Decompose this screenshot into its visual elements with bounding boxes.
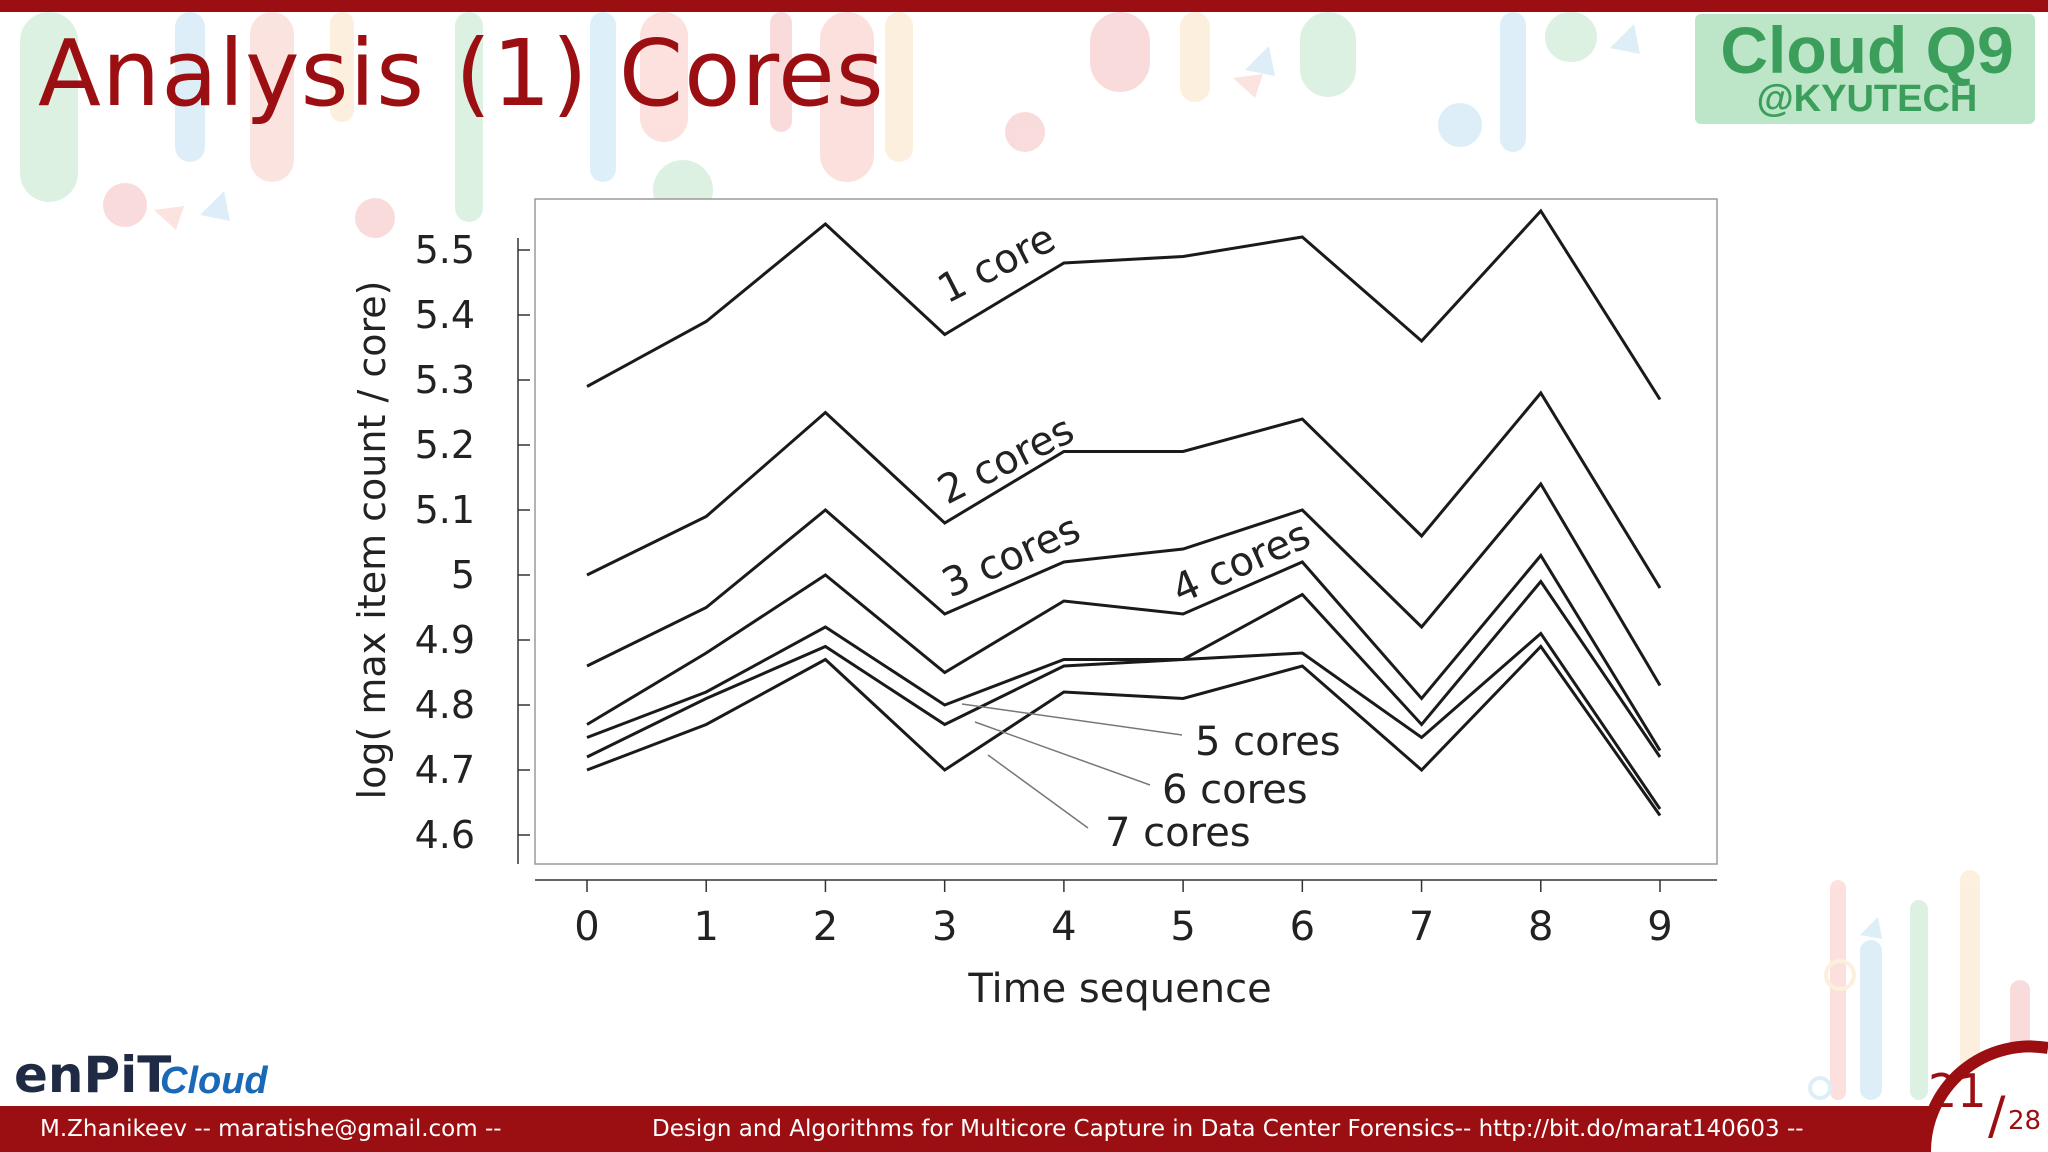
page-slash: / xyxy=(1988,1086,2006,1146)
series-line-6-cores xyxy=(586,631,1662,810)
y-axis-label: log( max item count / core) xyxy=(350,281,394,800)
x-tick-label: 2 xyxy=(813,904,838,950)
x-tick-label: 4 xyxy=(1051,904,1076,950)
x-tick-label: 7 xyxy=(1409,904,1434,950)
y-tick-label: 4.6 xyxy=(415,813,475,857)
y-tick-label: 4.7 xyxy=(415,748,475,792)
leader-line-6-cores xyxy=(974,721,1151,786)
x-tick-label: 6 xyxy=(1290,904,1315,950)
leader-line-7-cores xyxy=(987,754,1089,829)
x-tick-label: 8 xyxy=(1528,904,1553,950)
x-tick-label: 1 xyxy=(693,904,718,950)
series-line-7-cores xyxy=(586,644,1662,817)
leader-line-5-cores xyxy=(961,703,1183,736)
y-tick-label: 4.9 xyxy=(415,618,475,662)
footer-author: M.Zhanikeev -- maratishe@gmail.com -- xyxy=(40,1116,502,1142)
enpit-cloud-logo: Cloud xyxy=(160,1060,268,1102)
series-line-1-core xyxy=(586,208,1662,401)
plot-area-frame xyxy=(534,198,1718,865)
y-tick-label: 5.2 xyxy=(415,423,475,467)
y-tick-label: 5.1 xyxy=(415,488,475,532)
x-tick-label: 0 xyxy=(574,904,599,950)
x-tick-label: 3 xyxy=(932,904,957,950)
y-tick-label: 5 xyxy=(451,553,475,597)
y-tick-label: 5.4 xyxy=(415,293,475,337)
enpit-logo: enPiT xyxy=(14,1046,172,1104)
series-lines xyxy=(586,208,1662,817)
series-line-5-cores xyxy=(586,579,1662,758)
x-tick-label: 9 xyxy=(1647,904,1672,950)
x-tick-label: 5 xyxy=(1170,904,1195,950)
x-tick-labels: 0 1 2 3 4 5 6 7 8 9 xyxy=(574,880,1673,950)
top-bar xyxy=(0,0,2048,12)
y-tick-label: 4.8 xyxy=(415,683,475,727)
x-axis-label: Time sequence xyxy=(967,966,1271,1012)
series-line-4-cores xyxy=(586,552,1662,752)
y-tick-label: 5.5 xyxy=(415,228,475,272)
series-line-2-cores xyxy=(586,390,1662,589)
kyutech-logo-text: @KYUTECH xyxy=(1756,78,1978,120)
footer-talk-title: Design and Algorithms for Multicore Capt… xyxy=(652,1116,1804,1142)
series-label-5-cores: 5 cores xyxy=(1195,719,1341,765)
slide-title: Analysis (1) Cores xyxy=(38,20,885,127)
series-line-3-cores xyxy=(586,481,1662,687)
cloud-q9-logo-text: Cloud Q9 xyxy=(1720,13,2014,87)
footer-bar xyxy=(0,1106,2048,1152)
cloud-q9-logo-box xyxy=(1695,14,2035,124)
series-label-7-cores: 7 cores xyxy=(1105,810,1251,856)
page-total: 28 xyxy=(2008,1106,2042,1136)
page-number: 21 xyxy=(1928,1064,1987,1118)
y-tick-labels: 5.5 5.4 5.3 5.2 5.1 5 4.9 4.8 4.7 4.6 xyxy=(415,228,530,857)
series-label-6-cores: 6 cores xyxy=(1162,767,1308,813)
y-tick-label: 5.3 xyxy=(415,358,475,402)
